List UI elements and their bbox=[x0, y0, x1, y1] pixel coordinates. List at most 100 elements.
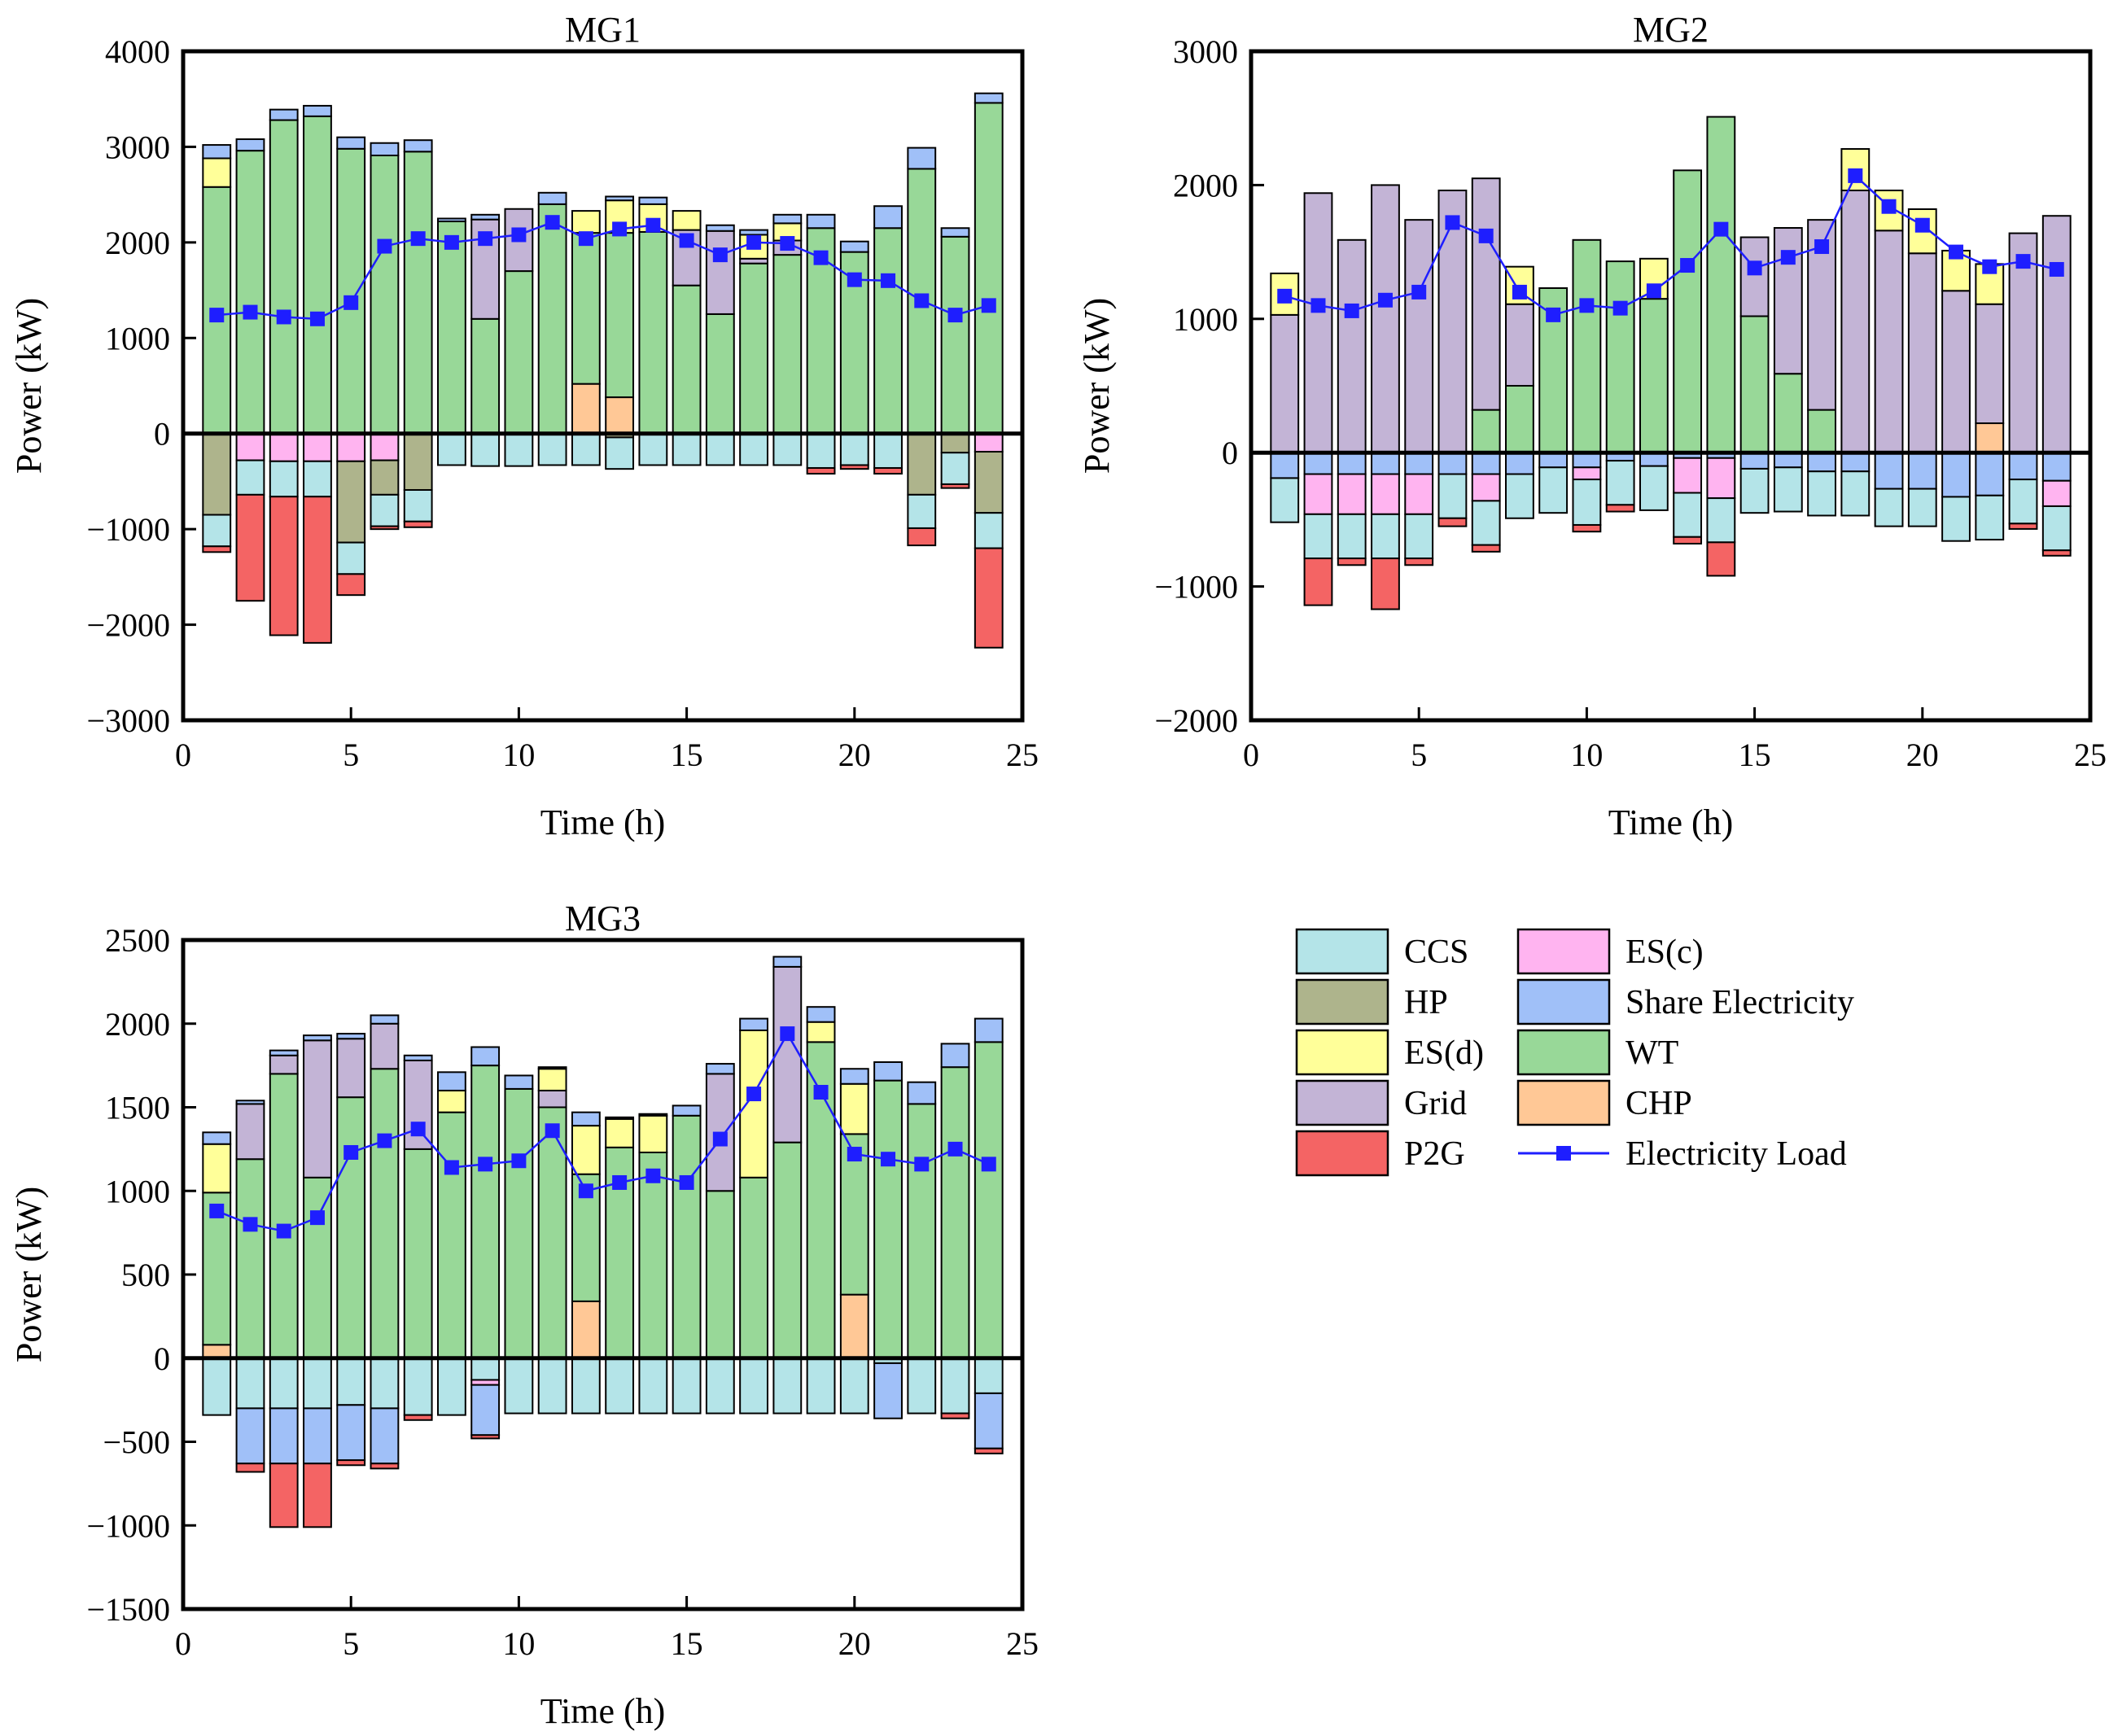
bar-share-electricity-t22 bbox=[907, 146, 937, 170]
bar-es-d-t1 bbox=[202, 157, 232, 188]
bar-ccs-t20 bbox=[839, 1357, 869, 1415]
bar-ccs-t16 bbox=[705, 432, 735, 466]
x-tick-label: 15 bbox=[1739, 737, 1771, 773]
legend-swatch bbox=[1295, 1029, 1389, 1076]
bar-wt-t17 bbox=[739, 262, 768, 435]
y-tick-label: 500 bbox=[121, 1257, 170, 1293]
bar-p2g-t7 bbox=[1471, 544, 1501, 553]
bar-share-electricity-t17 bbox=[739, 229, 768, 236]
bar-ccs-t4 bbox=[303, 460, 332, 498]
legend-swatch bbox=[1516, 978, 1611, 1025]
y-tick-label: −1000 bbox=[1154, 569, 1238, 606]
bar-ccs-t5 bbox=[336, 541, 366, 575]
legend-label: Electricity Load bbox=[1626, 1135, 1847, 1173]
load-point-t8 bbox=[1512, 284, 1527, 300]
bar-share-electricity-t18 bbox=[1840, 452, 1871, 473]
bar-es-d-t12 bbox=[571, 1125, 601, 1175]
bar-share-electricity-t23 bbox=[940, 1043, 970, 1069]
legend: CCS ES(c) HP Share Electricity ES(d) WT Grid CH… bbox=[1295, 928, 1854, 1177]
y-axis-label: Power (kW) bbox=[9, 1187, 49, 1362]
legend-swatch bbox=[1516, 1029, 1611, 1076]
x-tick-label: 15 bbox=[671, 1625, 703, 1662]
bar-ccs-t7 bbox=[403, 488, 433, 523]
bar-share-electricity-t7 bbox=[1471, 452, 1501, 475]
bar-grid-t15 bbox=[1739, 236, 1770, 317]
bar-es-d-t15 bbox=[672, 210, 702, 231]
x-tick-label: 25 bbox=[2074, 737, 2107, 773]
bar-ccs-t24 bbox=[974, 512, 1004, 549]
bar-es-c-t4 bbox=[303, 432, 332, 462]
bar-p2g-t3 bbox=[1337, 558, 1367, 566]
bar-share-electricity-t1 bbox=[202, 144, 232, 160]
bar-ccs-t22 bbox=[1975, 494, 2005, 541]
bar-share-electricity-t16 bbox=[1773, 452, 1803, 469]
bar-es-c-t24 bbox=[2041, 479, 2072, 507]
bar-p2g-t9 bbox=[470, 1434, 501, 1440]
bar-share-electricity-t11 bbox=[537, 191, 567, 205]
bar-share-electricity-t11 bbox=[537, 1066, 567, 1070]
load-point-t7 bbox=[410, 231, 426, 247]
bar-wt-t7 bbox=[403, 1148, 433, 1359]
bar-grid-t19 bbox=[1874, 230, 1904, 454]
y-tick-label: 1000 bbox=[105, 1173, 170, 1209]
bar-p2g-t3 bbox=[269, 1463, 299, 1528]
bar-wt-t9 bbox=[470, 1065, 501, 1359]
load-point-t9 bbox=[478, 231, 493, 247]
load-point-t4 bbox=[1377, 292, 1393, 308]
bar-wt-t16 bbox=[705, 1190, 735, 1359]
bar-ccs-t3 bbox=[269, 1357, 299, 1410]
legend-item-hp: HP bbox=[1295, 978, 1448, 1025]
bar-share-electricity-t24 bbox=[2041, 452, 2072, 482]
bar-share-electricity-t8 bbox=[437, 217, 466, 223]
bar-p2g-t6 bbox=[1437, 517, 1468, 527]
bar-ccs-t9 bbox=[1538, 466, 1569, 514]
bar-share-electricity-t23 bbox=[940, 227, 970, 238]
load-point-t2 bbox=[1310, 298, 1326, 313]
bar-wt-t2 bbox=[235, 1158, 265, 1359]
load-point-t8 bbox=[444, 234, 459, 250]
bar-share-electricity-t19 bbox=[806, 213, 836, 230]
bar-share-electricity-t5 bbox=[336, 136, 366, 150]
bar-es-d-t1 bbox=[202, 1143, 232, 1194]
load-point-t6 bbox=[1445, 215, 1460, 230]
bar-p2g-t24 bbox=[2041, 549, 2072, 557]
load-point-t1 bbox=[209, 1203, 225, 1218]
bar-es-c-t14 bbox=[1706, 457, 1736, 500]
x-axis-label: Time (h) bbox=[540, 1691, 666, 1731]
y-tick-label: 1000 bbox=[1173, 301, 1238, 338]
bar-share-electricity-t18 bbox=[772, 213, 803, 225]
bar-ccs-t18 bbox=[772, 1357, 803, 1415]
bar-es-c-t3 bbox=[269, 432, 299, 462]
bar-p2g-t21 bbox=[873, 466, 903, 475]
bar-es-c-t5 bbox=[336, 432, 366, 462]
bar-ccs-t19 bbox=[806, 432, 836, 469]
bar-es-c-t10 bbox=[1572, 466, 1602, 481]
panel-title: MG3 bbox=[565, 899, 641, 938]
bar-share-electricity-t3 bbox=[269, 108, 299, 121]
legend-item-electricity-load: Electricity Load bbox=[1518, 1135, 1847, 1173]
bar-es-d-t14 bbox=[638, 1114, 668, 1153]
bar-share-electricity-t18 bbox=[772, 955, 803, 968]
y-tick-label: −2000 bbox=[86, 607, 170, 644]
bar-share-electricity-t17 bbox=[739, 1017, 768, 1031]
load-point-t3 bbox=[276, 1223, 291, 1239]
bar-ccs-t19 bbox=[806, 1357, 836, 1415]
bar-wt-t7 bbox=[403, 151, 433, 435]
bar-es-c-t5 bbox=[1404, 473, 1434, 515]
legend-item-share-electricity: Share Electricity bbox=[1516, 978, 1854, 1025]
bar-share-electricity-t9 bbox=[1538, 452, 1569, 469]
bar-share-electricity-t2 bbox=[1303, 452, 1333, 475]
load-point-t15 bbox=[679, 1174, 694, 1190]
legend-label: Share Electricity bbox=[1626, 984, 1854, 1021]
bar-grid-t23 bbox=[2008, 232, 2038, 454]
bar-ccs-t13 bbox=[605, 1357, 635, 1415]
bar-share-electricity-t1 bbox=[202, 1131, 232, 1145]
bar-wt-t4 bbox=[303, 1176, 332, 1359]
bar-p2g-t23 bbox=[940, 1412, 970, 1419]
load-point-t2 bbox=[243, 304, 258, 320]
bar-share-electricity-t24 bbox=[974, 1392, 1004, 1450]
bar-p2g-t2 bbox=[235, 493, 265, 602]
bar-share-electricity-t3 bbox=[1337, 452, 1367, 475]
load-point-t7 bbox=[410, 1122, 426, 1137]
plot-frame bbox=[1249, 49, 2093, 723]
